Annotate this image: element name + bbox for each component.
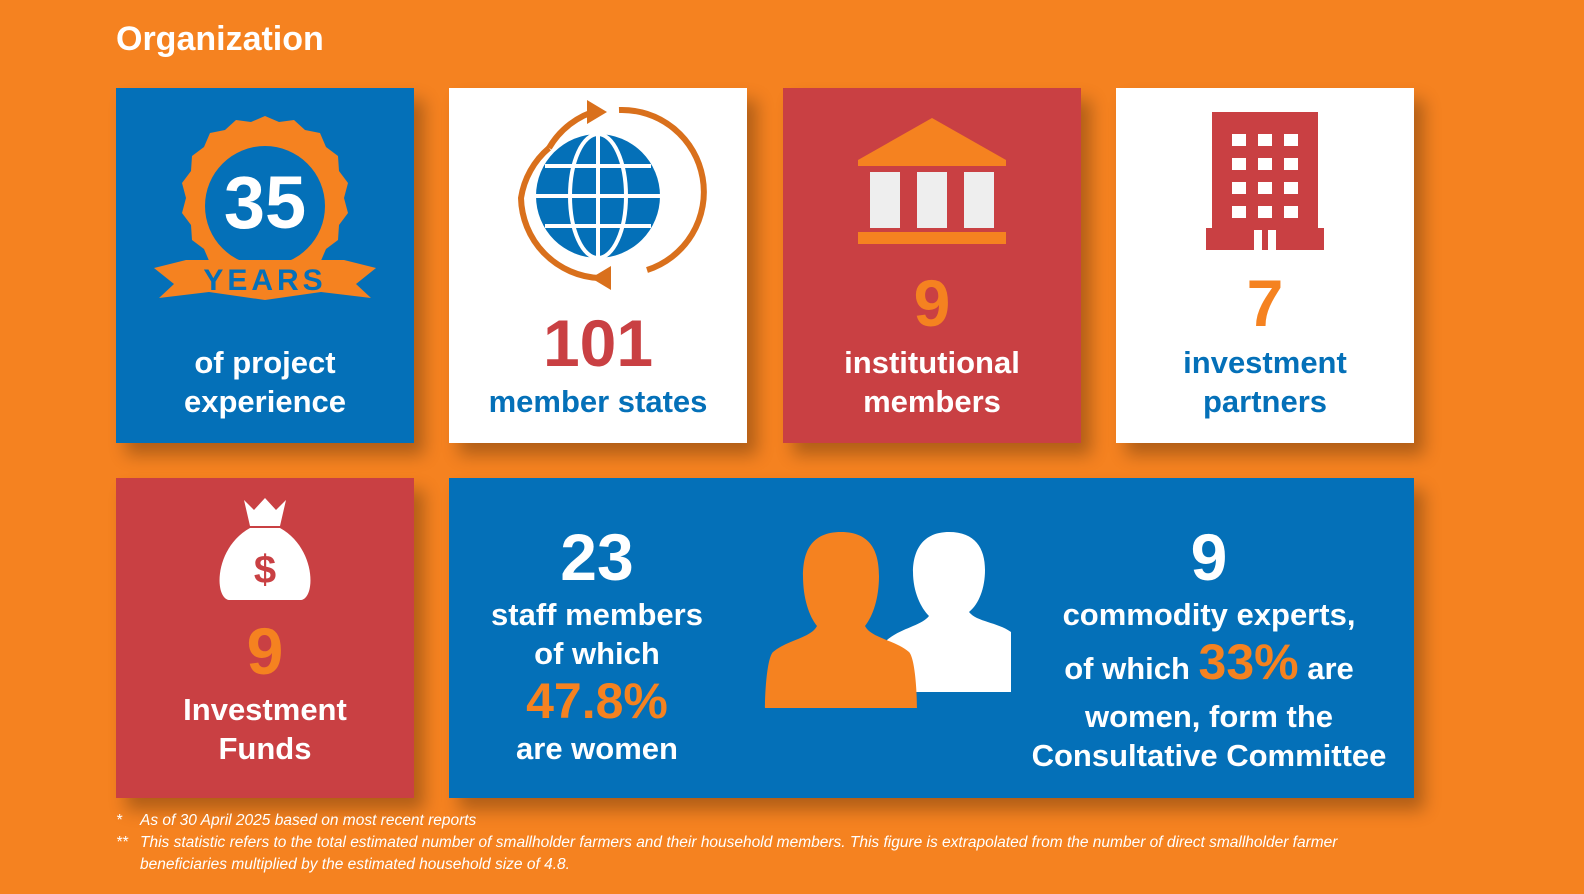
states-card: 101 member states (449, 88, 747, 443)
footnote-mark: ** (116, 834, 129, 851)
text-line: commodity experts, (1062, 597, 1356, 632)
card-text: Investment Funds (116, 690, 414, 768)
title: Organization (116, 20, 324, 58)
card-number: 9 (246, 614, 284, 688)
staff-block: 23 staff members of which 47.8% are wome… (449, 478, 745, 798)
text-line: staff members (491, 597, 703, 632)
funds-card: $ 9 Investment Funds (116, 478, 414, 798)
money-bag-icon: $ (219, 498, 311, 600)
institutions-card: 9 institutional members (783, 88, 1081, 443)
text-line: member states (488, 384, 708, 419)
staff-text: staff members of which 47.8% are women (449, 595, 745, 768)
card-text: institutional members (783, 343, 1081, 421)
institution-icon (858, 118, 1006, 244)
text-line: investment (1183, 345, 1347, 380)
card-number: 7 (1246, 266, 1284, 340)
text: of which (1064, 651, 1190, 686)
card-text: of project experience (116, 343, 414, 421)
text-line: members (863, 384, 1001, 419)
text-line: Consultative Committee (1031, 738, 1387, 773)
partners-card: 7 investment partners (1116, 88, 1414, 443)
footnotes: * As of 30 April 2025 based on most recen… (116, 810, 1376, 876)
experts-highlight: 33% (1198, 634, 1299, 690)
text-line: are women (516, 731, 678, 766)
text-line: experience (184, 384, 346, 419)
card-number: 101 (542, 306, 654, 380)
text-line: partners (1202, 384, 1328, 419)
svg-text:$: $ (254, 548, 276, 592)
staff-number: 23 (560, 520, 634, 594)
building-icon (1206, 112, 1324, 250)
globe-icon (517, 100, 707, 290)
badge-number: 35 (224, 161, 306, 244)
experts-block: 9 commodity experts, of which 33% are wo… (1019, 478, 1399, 798)
badge-label: YEARS (203, 264, 326, 297)
people-icon (765, 532, 1011, 708)
text-line: Funds (218, 731, 312, 766)
text-line: Investment (183, 692, 347, 727)
card-text: investment partners (1116, 343, 1414, 421)
experts-number: 9 (1190, 520, 1228, 594)
experts-text: commodity experts, of which 33% are wome… (1019, 595, 1399, 775)
staff-card: 23 staff members of which 47.8% are wome… (449, 478, 1414, 798)
text-line: of which (534, 636, 660, 671)
years-card: 35 YEARS of project experience (116, 88, 414, 443)
card-text: member states (449, 382, 747, 421)
text: are (1307, 651, 1354, 686)
footnote-text: As of 30 April 2025 based on most recent… (140, 812, 477, 829)
badge-icon: 35 YEARS (154, 116, 376, 300)
text-line: of project (194, 345, 336, 380)
card-number: 9 (913, 266, 951, 340)
text-line: institutional (844, 345, 1020, 380)
footnote-text: This statistic refers to the total estim… (140, 834, 1338, 873)
text-line: women, form the (1084, 699, 1333, 734)
footnote-mark: * (116, 812, 123, 829)
staff-highlight: 47.8% (526, 673, 668, 729)
